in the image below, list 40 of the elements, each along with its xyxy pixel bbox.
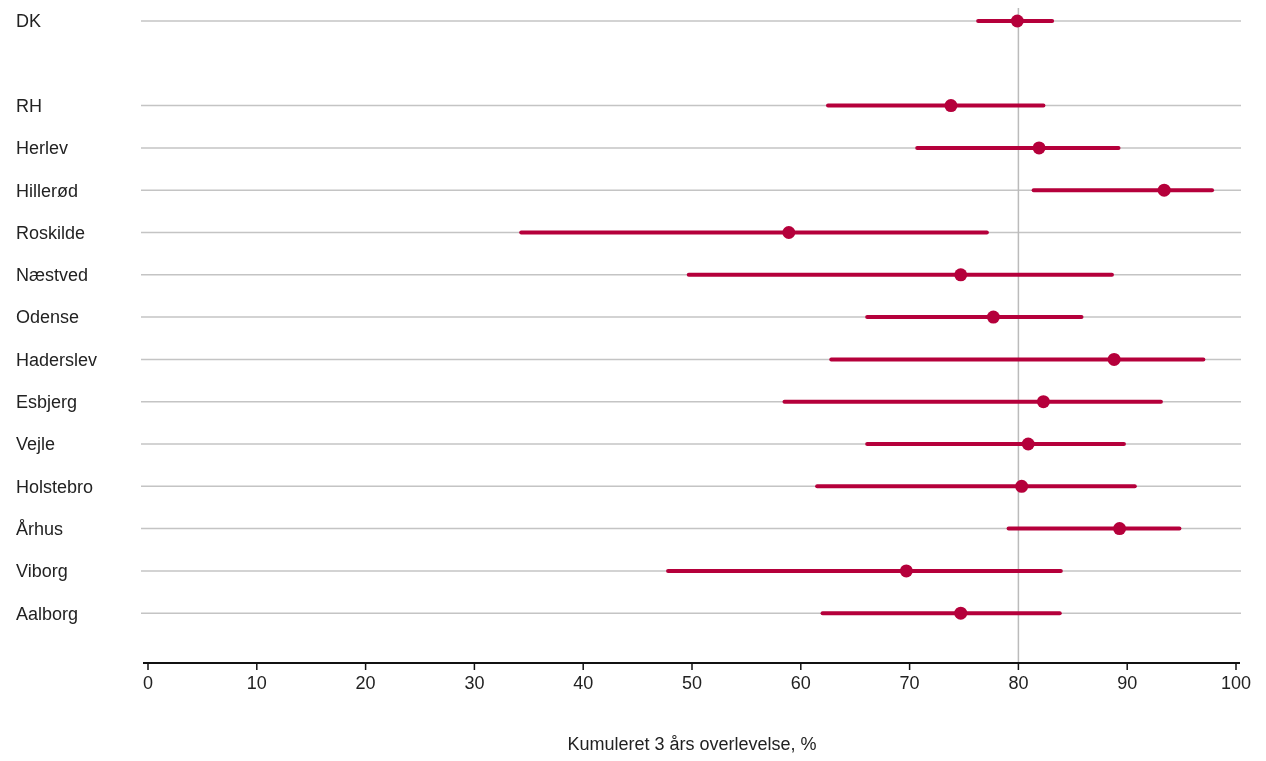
y-tick-label: Hillerød xyxy=(16,180,79,201)
y-tick-label: Haderslev xyxy=(16,349,98,370)
point xyxy=(986,310,1000,324)
y-tick-label: Viborg xyxy=(16,561,68,582)
point xyxy=(1015,479,1029,493)
point xyxy=(1157,183,1171,197)
point xyxy=(1010,14,1024,28)
point xyxy=(782,226,796,239)
x-tick-label: 10 xyxy=(246,673,267,693)
x-tick-label: 50 xyxy=(681,673,703,693)
x-axis-title: Kumuleret 3 års overlevelse, % xyxy=(567,734,817,754)
y-tick-label: Odense xyxy=(16,307,80,328)
y-tick-label: Holstebro xyxy=(16,476,94,497)
x-tick-label: 40 xyxy=(573,673,594,693)
point xyxy=(944,99,958,113)
point xyxy=(1032,141,1046,155)
y-tick-label: Herlev xyxy=(16,138,69,159)
point xyxy=(1036,395,1050,409)
point xyxy=(899,564,913,578)
x-tick-label: 60 xyxy=(790,673,811,693)
x-tick-label: 20 xyxy=(355,673,376,693)
point xyxy=(954,606,968,620)
y-tick-label: Århus xyxy=(16,518,64,539)
x-tick-label: 0 xyxy=(142,673,154,693)
x-tick-label: 100 xyxy=(1220,673,1252,693)
x-tick-label: 70 xyxy=(899,673,920,693)
y-tick-label: Esbjerg xyxy=(16,392,78,412)
point xyxy=(1107,352,1121,366)
point xyxy=(1021,437,1035,451)
y-tick-label: RH xyxy=(16,95,42,116)
y-tick-label: DK xyxy=(16,11,42,32)
y-tick-label: Næstved xyxy=(16,265,89,286)
x-tick-label: 90 xyxy=(1117,673,1138,693)
point xyxy=(1113,522,1127,536)
y-tick-label: Aalborg xyxy=(16,603,79,624)
x-tick-label: 30 xyxy=(464,673,485,693)
x-tick-label: 80 xyxy=(1008,673,1029,693)
y-tick-label: Roskilde xyxy=(16,222,86,243)
y-tick-label: Vejle xyxy=(16,434,56,455)
point xyxy=(954,268,968,282)
